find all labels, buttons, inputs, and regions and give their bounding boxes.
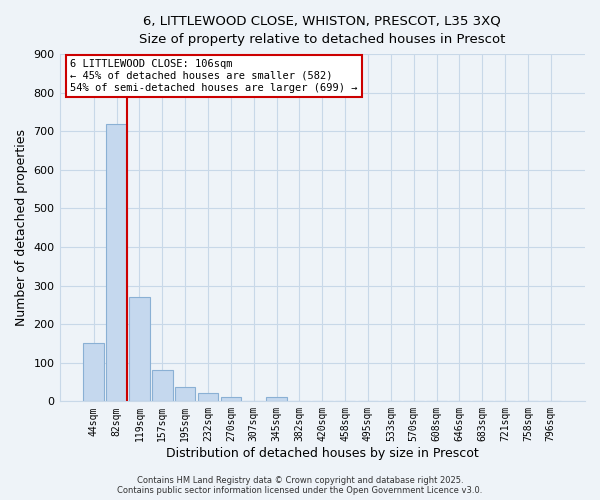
Bar xyxy=(83,344,104,402)
Bar xyxy=(152,370,173,402)
Bar xyxy=(266,398,287,402)
Bar xyxy=(221,398,241,402)
Bar xyxy=(175,387,196,402)
Title: 6, LITTLEWOOD CLOSE, WHISTON, PRESCOT, L35 3XQ
Size of property relative to deta: 6, LITTLEWOOD CLOSE, WHISTON, PRESCOT, L… xyxy=(139,15,505,46)
Y-axis label: Number of detached properties: Number of detached properties xyxy=(15,129,28,326)
Text: 6 LITTLEWOOD CLOSE: 106sqm
← 45% of detached houses are smaller (582)
54% of sem: 6 LITTLEWOOD CLOSE: 106sqm ← 45% of deta… xyxy=(70,60,358,92)
X-axis label: Distribution of detached houses by size in Prescot: Distribution of detached houses by size … xyxy=(166,447,479,460)
Bar xyxy=(129,297,150,402)
Bar xyxy=(106,124,127,402)
Bar xyxy=(198,393,218,402)
Text: Contains HM Land Registry data © Crown copyright and database right 2025.
Contai: Contains HM Land Registry data © Crown c… xyxy=(118,476,482,495)
